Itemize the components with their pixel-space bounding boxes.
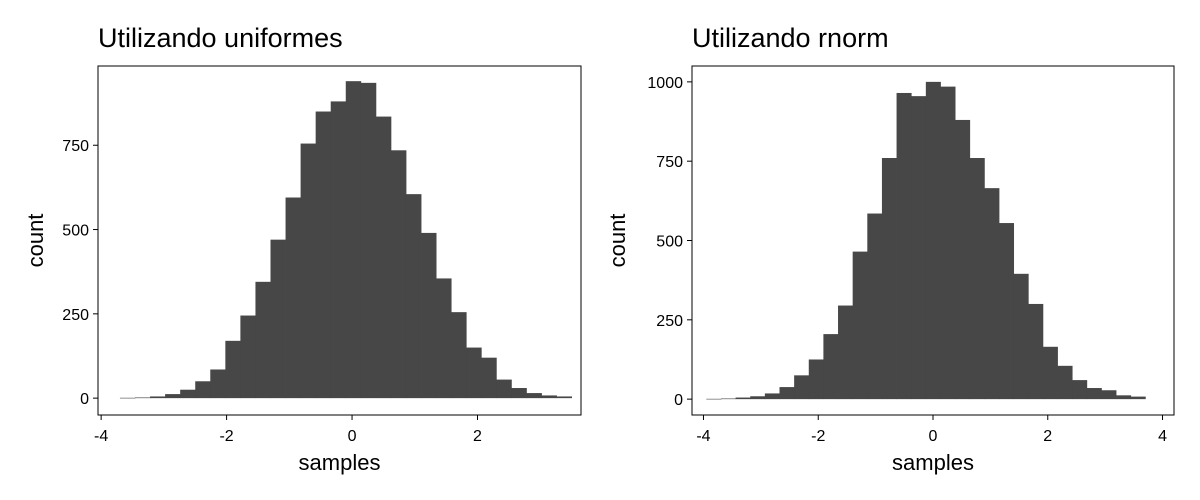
x-tick-label: 0 xyxy=(348,428,357,445)
y-axis-label: count xyxy=(23,214,48,268)
y-axis: 0 250 500 750 xyxy=(62,138,98,408)
histogram-bar xyxy=(466,347,482,399)
histogram-bar xyxy=(1013,273,1029,400)
x-tick-label: -4 xyxy=(94,428,108,445)
histogram-bar xyxy=(270,239,286,399)
x-tick-label: -2 xyxy=(219,428,233,445)
histogram-bar xyxy=(541,395,557,399)
histogram-bar xyxy=(808,359,824,400)
histogram-bar xyxy=(150,396,166,399)
histogram-bar xyxy=(345,81,362,399)
y-tick-label: 0 xyxy=(80,391,89,408)
histogram-bar xyxy=(180,389,196,399)
histogram-bar xyxy=(496,379,512,399)
histogram-bar xyxy=(794,375,810,400)
histogram-bar xyxy=(405,194,422,399)
x-axis-label: samples xyxy=(892,450,974,475)
histogram-bar xyxy=(255,281,271,399)
histogram-bar xyxy=(165,394,181,399)
histogram-bar xyxy=(526,393,542,399)
histogram-bar xyxy=(1086,388,1102,400)
x-tick-label: 2 xyxy=(1043,428,1052,445)
histogram-bar xyxy=(225,340,241,399)
y-tick-label: 500 xyxy=(656,234,683,251)
histogram-bar xyxy=(556,396,572,399)
histogram-bar xyxy=(1072,380,1088,400)
histogram-bar xyxy=(119,397,136,399)
histogram-bar xyxy=(720,398,737,400)
chart-title: Utilizando uniformes xyxy=(98,23,343,53)
y-tick-label: 500 xyxy=(62,223,89,240)
histogram-bar xyxy=(735,397,751,400)
histogram-bar xyxy=(436,278,452,399)
histogram-bar xyxy=(896,92,912,400)
bar-group xyxy=(119,81,572,399)
histogram-bar xyxy=(511,388,527,399)
histogram-bar xyxy=(1101,390,1117,400)
histogram-bar xyxy=(1028,303,1044,400)
histogram-bar xyxy=(984,188,1000,400)
histogram-bar xyxy=(764,393,780,400)
histogram-bar xyxy=(940,86,956,400)
histogram-bar xyxy=(210,369,226,399)
x-tick-label: 2 xyxy=(473,428,482,445)
histogram-bar xyxy=(1042,346,1058,400)
panel-utilizando-uniformes: Utilizando uniformes -4 -2 0 2 0 250 500 750 s… xyxy=(23,23,582,475)
histogram-bar xyxy=(285,197,301,399)
histogram-bar xyxy=(838,305,854,400)
y-tick-label: 1000 xyxy=(647,75,683,92)
histogram-bar xyxy=(706,398,722,400)
plot-frame xyxy=(97,65,582,416)
y-tick-label: 250 xyxy=(656,313,683,330)
histogram-bar xyxy=(481,357,497,399)
histogram-bar xyxy=(360,82,377,399)
histogram-bar xyxy=(330,101,347,399)
histogram-bar xyxy=(390,150,407,399)
histogram-bar xyxy=(955,119,971,400)
y-tick-label: 250 xyxy=(62,307,89,324)
histogram-bar xyxy=(925,81,941,400)
histogram-bar xyxy=(375,116,392,399)
histogram-bar xyxy=(195,381,211,399)
histogram-bar xyxy=(867,213,883,400)
histogram-bar xyxy=(451,312,467,399)
histogram-bar xyxy=(852,251,868,400)
histogram-bar xyxy=(300,143,317,399)
histogram-bar xyxy=(969,158,985,400)
histogram-bar xyxy=(881,158,897,400)
histogram-bar xyxy=(1057,365,1073,400)
panel-utilizando-rnorm: Utilizando rnorm -4 -2 0 2 4 02505007501000 … xyxy=(605,23,1175,475)
x-tick-label: 4 xyxy=(1158,428,1167,445)
y-tick-label: 750 xyxy=(62,138,89,155)
histogram-bar xyxy=(911,96,927,400)
histogram-bar xyxy=(750,396,766,400)
histogram-bar xyxy=(421,232,437,399)
histogram-bar xyxy=(779,387,795,400)
x-axis: -4 -2 0 2 4 xyxy=(696,415,1167,445)
histogram-bar xyxy=(823,334,839,400)
histogram-bar xyxy=(1116,395,1132,400)
histogram-bar xyxy=(315,111,332,399)
bar-group xyxy=(706,81,1146,400)
histogram-bar xyxy=(998,223,1015,400)
y-axis: 0 250 500 750 1000 xyxy=(647,75,692,409)
y-axis-label: count xyxy=(605,214,630,268)
x-tick-label: 0 xyxy=(929,428,938,445)
y-tick-label: 750 xyxy=(656,154,683,171)
x-axis-label: samples xyxy=(299,450,381,475)
y-tick-label: 0 xyxy=(674,392,683,409)
x-tick-label: -4 xyxy=(696,428,710,445)
histogram-bar xyxy=(135,397,151,399)
histogram-bar xyxy=(240,315,256,399)
chart-title: Utilizando rnorm xyxy=(692,23,889,53)
histogram-bar xyxy=(1130,396,1146,400)
x-axis: -4 -2 0 2 xyxy=(94,415,482,445)
x-tick-label: -2 xyxy=(811,428,825,445)
